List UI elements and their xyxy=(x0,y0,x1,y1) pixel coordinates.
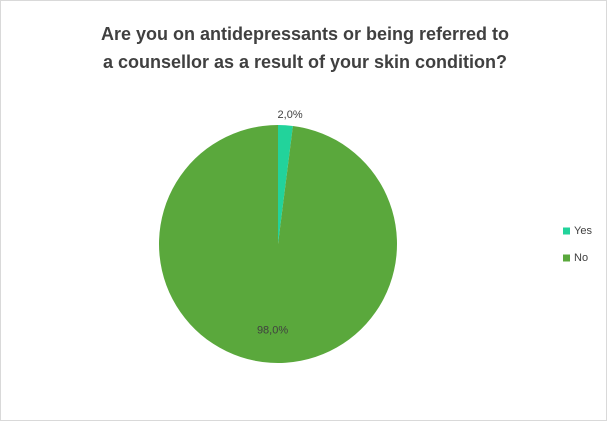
data-label: 2,0% xyxy=(278,109,303,121)
legend-swatch xyxy=(563,227,570,235)
pie-slice xyxy=(278,125,293,244)
chart-title: a counsellor as a result of your skin co… xyxy=(103,52,507,72)
chart-title: Are you on antidepressants or being refe… xyxy=(101,24,509,44)
legend-label: Yes xyxy=(574,225,592,237)
legend-label: No xyxy=(574,252,588,264)
pie-slice xyxy=(159,124,397,363)
data-label: 98,0% xyxy=(257,325,288,337)
legend-swatch xyxy=(563,254,570,262)
